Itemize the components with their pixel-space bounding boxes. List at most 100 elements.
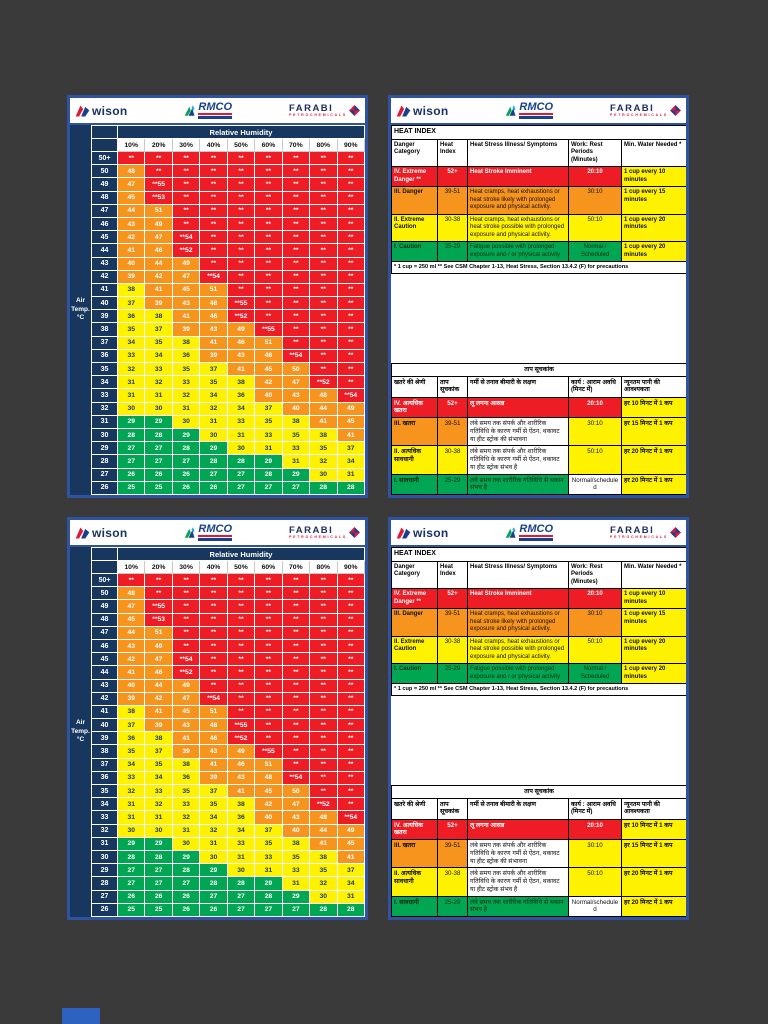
chart-row: 37 34 35 38 41 46 51 ** ** ** [91,335,365,350]
humidity-header: 10% [116,138,146,152]
rmco-logo-text: RMCO [519,101,554,115]
chart-row: 47 44 51 ** ** ** ** ** ** ** [91,203,365,218]
heat-index-cell: ** [254,282,283,298]
heat-index-cell: 51 [144,625,173,640]
temp-label: 48 [91,612,118,627]
heat-index-cell: 28 [226,454,256,469]
heat-index-range-cell: 25-29 [437,473,468,495]
temp-label: 27 [91,889,118,904]
heat-index-cell: ** [309,678,338,693]
heat-index-cell: 27 [226,889,256,904]
hindi-table-row: II. अत्यधिक सावधानी 30-38 लंबे समय तक संपर… [391,445,686,475]
heat-index-cell: ** [254,652,283,667]
heat-index-cell: ** [254,678,283,693]
heat-index-cell: ** [336,296,365,311]
symptoms-cell: लू लगना आसन्न [467,396,569,418]
heat-index-cell: 29 [199,863,228,878]
heat-index-range-cell: 39-51 [437,838,468,869]
heat-index-cell: 43 [171,718,201,733]
water-needed-cell: 1 cup every 20 minutes [621,241,686,263]
heat-index-cell: ** [171,203,201,218]
humidity-header: 60% [254,560,283,574]
temp-label: 34 [91,375,118,390]
humidity-header: 60% [254,138,283,152]
rmco-logo-icon [506,527,516,538]
heat-index-cell: 33 [116,348,146,364]
heat-index-cell: **52 [226,731,256,746]
heat-index-cell: 42 [144,691,173,706]
heat-index-cell: 45 [171,282,201,298]
heat-index-cell: ** [309,757,338,772]
hindi-table-title: ताप सूचकांक [391,784,686,799]
heat-index-cell: 31 [116,810,146,825]
heat-index-cell: ** [144,586,173,601]
heat-index-cell: 50 [281,361,311,377]
heat-index-cell: ** [254,625,283,640]
heat-index-cell: ** [254,177,283,192]
col-heat-index-hi: ताप सूचकांक [437,375,468,398]
heat-index-cell: 30 [116,823,146,838]
heat-index-cell: ** [309,164,338,179]
heat-index-cell: ** [336,322,365,337]
heat-index-cell: **54 [199,269,228,284]
chart-row: 41 38 41 45 51 ** ** ** ** ** [91,704,365,720]
chart-row: 27 26 26 26 27 27 28 29 30 31 [91,889,365,904]
heat-index-cell: ** [336,230,365,245]
temp-label: 34 [91,797,118,812]
heat-index-cell: ** [336,625,365,640]
heat-index-cell: 27 [144,876,173,891]
heat-index-cell: ** [199,190,228,205]
heat-index-cell: 46 [199,731,228,746]
temp-label: 49 [91,599,118,614]
heat-index-cell: ** [171,625,201,640]
heat-index-cell: ** [254,586,283,601]
heat-index-cell: 44 [116,203,146,218]
chart-row: 43 40 44 49 ** ** ** ** ** ** [91,256,365,271]
heat-index-cell: ** [309,190,338,205]
chart-row: 50 48 ** ** ** ** ** ** ** ** [91,586,365,601]
symptoms-cell: लंबे समय तक संपर्क और शारीरिक गतिविधि के… [467,445,569,475]
heat-index-cell: 51 [254,335,283,350]
heat-index-cell: ** [171,177,201,192]
humidity-header-row: 10% 20% 30% 40% 50% 60% 70% 80% 90% [91,560,365,574]
humidity-header: 70% [281,138,311,152]
rmco-logo-icon [185,527,195,538]
col-symptoms: Heat Stress Illness/ Symptoms [467,560,569,590]
heat-index-cell: 31 [116,375,146,390]
water-needed-cell: हर 20 मिनट में 1 कप [620,895,686,917]
water-needed-cell: हर 20 मिनट में 1 कप [620,867,686,897]
heat-index-cell: 41 [226,361,256,377]
chart-corner [91,138,118,152]
heat-index-cell: 43 [226,348,256,364]
heat-index-cell: 36 [171,348,201,364]
danger-category-cell: IV. अत्यधिक खतरा [391,396,438,418]
heat-index-cell: 39 [144,296,173,311]
heat-index-cell: 29 [254,876,283,891]
heat-index-cell: **54 [281,348,311,364]
heat-index-cell: 43 [281,388,311,403]
heat-index-cell: 27 [281,480,311,495]
heat-index-cell: **54 [336,810,365,825]
danger-category-cell: III. Danger [391,608,438,637]
temp-label: 46 [91,216,118,232]
heat-index-cell: **54 [171,652,201,667]
temp-label: 50 [91,164,118,179]
heat-index-cell: 35 [199,375,228,390]
work-rest-cell: 30:10 [568,838,622,869]
rmco-logo-textblock: RMCO [519,524,554,541]
chart-row: 28 27 27 27 28 28 29 31 32 34 [91,876,365,891]
heat-index-cell: ** [336,190,365,205]
heat-index-cell: ** [199,612,228,627]
heat-index-cell: ** [199,638,228,654]
heat-index-cell: ** [309,243,338,258]
col-heat-index: Heat Index [437,138,468,168]
heat-index-cell: ** [336,572,365,588]
heat-index-cell: 41 [144,704,173,720]
heat-index-cell: ** [226,282,256,298]
chart-row: 30 28 28 29 30 31 33 35 38 41 [91,849,365,865]
heat-index-cell: 33 [281,441,311,456]
heat-index-cell: ** [281,691,311,706]
heat-index-cell: ** [226,269,256,284]
heat-index-cell: 33 [116,770,146,786]
heat-index-cell: 39 [116,691,146,706]
